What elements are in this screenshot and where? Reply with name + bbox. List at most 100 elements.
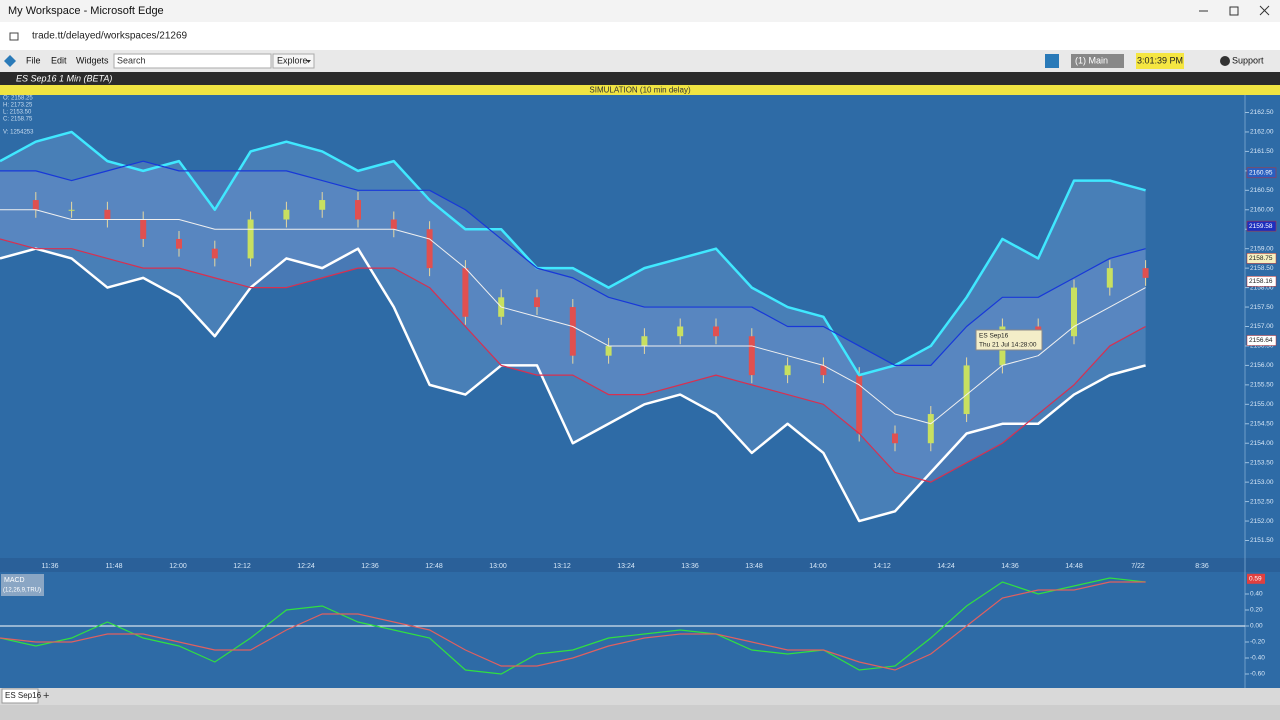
x-tick-label: 12:00	[169, 563, 187, 570]
status-strip	[0, 705, 1280, 720]
simulation-banner	[0, 85, 1280, 95]
price-marker	[1246, 335, 1277, 346]
price-marker-label: 2156.64	[1249, 337, 1273, 344]
candle	[892, 433, 898, 444]
y-tick-label: 2156.00	[1250, 362, 1274, 369]
ohlc-label: H: 2173.25	[3, 103, 33, 109]
price-marker	[1246, 167, 1277, 179]
y-tick-label: 2162.50	[1250, 109, 1274, 116]
window-title: My Workspace - Microsoft Edge	[8, 5, 164, 17]
x-tick-label: 14:36	[1001, 563, 1019, 570]
macd-panel	[0, 572, 1280, 688]
add-tab[interactable]: +	[43, 690, 49, 702]
candle	[856, 375, 863, 434]
window-controls[interactable]	[1199, 5, 1270, 16]
x-tick-label: 14:48	[1065, 563, 1083, 570]
tab-label: ES Sep16	[5, 691, 42, 700]
x-tick-label: 13:00	[489, 563, 507, 570]
candle	[176, 238, 182, 249]
menu-item[interactable]: File	[26, 55, 41, 65]
x-tick-label: 8:36	[1195, 563, 1209, 570]
y-tick-label: 2162.00	[1250, 129, 1274, 136]
candle	[677, 326, 684, 337]
ohlc-label: L: 2153.50	[3, 110, 32, 116]
banner-text: SIMULATION (10 min delay)	[589, 86, 691, 95]
support-link[interactable]: Support	[1232, 55, 1264, 65]
x-tick-label: 12:48	[425, 563, 443, 570]
y-tick-label: 2153.00	[1250, 479, 1274, 486]
y-tick-label: 0.40	[1250, 591, 1263, 598]
tab-bar	[0, 688, 1280, 705]
candle	[319, 200, 326, 210]
y-tick-label: 2160.00	[1250, 206, 1274, 213]
y-tick-label: 2153.50	[1250, 459, 1274, 466]
tooltip	[975, 329, 1043, 351]
y-tick-label: 2154.50	[1250, 420, 1274, 427]
clock-box	[1136, 53, 1184, 69]
url[interactable]: trade.tt/delayed/workspaces/21269	[32, 31, 188, 42]
macd-macd	[0, 577, 1146, 675]
y-tick-label: 2157.00	[1250, 323, 1274, 330]
macd-signal	[0, 581, 1146, 671]
x-tick-label: 7/22	[1131, 563, 1145, 570]
help-icon[interactable]	[1220, 56, 1230, 66]
candle	[534, 297, 540, 308]
clock: 3:01:39 PM	[1137, 55, 1183, 65]
ohlc-label: V: 1254253	[3, 130, 34, 136]
y-tick-label: 0.20	[1250, 607, 1263, 614]
y-tick-label: 2160.50	[1250, 187, 1274, 194]
logo[interactable]	[4, 55, 16, 67]
price-marker	[1246, 220, 1277, 232]
search-box[interactable]	[113, 53, 272, 69]
price-marker	[1246, 253, 1277, 264]
candle	[927, 414, 934, 444]
time-axis	[0, 558, 1280, 572]
y-tick-label: 2151.50	[1250, 537, 1274, 544]
x-tick-label: 13:24	[617, 563, 635, 570]
title-bar	[0, 0, 1280, 22]
tab[interactable]	[1, 688, 39, 704]
x-tick-label: 12:36	[361, 563, 379, 570]
y-tick-label: 2157.50	[1250, 304, 1274, 311]
chart-icon[interactable]	[1045, 54, 1059, 68]
line-lower	[0, 247, 1146, 523]
x-tick-label: 14:12	[873, 563, 891, 570]
candle	[211, 248, 218, 259]
x-tick-label: 11:36	[42, 563, 59, 570]
y-tick-label: 2155.00	[1250, 401, 1274, 408]
candle	[569, 307, 576, 356]
macd-marker	[1247, 573, 1265, 584]
widget-title: ES Sep16 1 Min (BETA)	[16, 73, 112, 83]
y-tick-label: -0.40	[1250, 655, 1265, 662]
y-tick-label: -0.20	[1250, 639, 1265, 646]
explore-button[interactable]	[272, 53, 315, 69]
price-marker-label: 2158.16	[1249, 278, 1273, 285]
lock-icon	[9, 32, 19, 41]
candle	[1071, 287, 1077, 337]
x-tick-label: 13:12	[553, 563, 571, 570]
search-placeholder: Search	[117, 55, 146, 65]
menu-item[interactable]: Edit	[51, 55, 67, 65]
candle	[641, 336, 648, 346]
candle	[32, 200, 39, 210]
address-bar[interactable]	[0, 22, 1280, 50]
y-tick-label: 2155.50	[1250, 382, 1274, 389]
y-tick-label: 2156.50	[1250, 343, 1274, 350]
x-tick-label: 13:36	[681, 563, 699, 570]
widget-header	[0, 72, 1280, 85]
workspace-select[interactable]	[1071, 54, 1124, 68]
macd-title: MACD	[4, 577, 25, 584]
y-tick-label: 2161.50	[1250, 148, 1274, 155]
price-marker-label: 2160.95	[1249, 170, 1273, 177]
candle	[140, 219, 147, 239]
menu-item[interactable]: Widgets	[76, 55, 109, 65]
candle	[355, 200, 361, 220]
price-marker	[1246, 276, 1277, 287]
line-bb_upper	[0, 160, 1146, 367]
y-tick-label: 2154.00	[1250, 440, 1274, 447]
candle	[68, 209, 75, 211]
candle	[1142, 268, 1149, 278]
price-marker-label: 2158.75	[1249, 255, 1273, 262]
candle	[1106, 268, 1113, 288]
